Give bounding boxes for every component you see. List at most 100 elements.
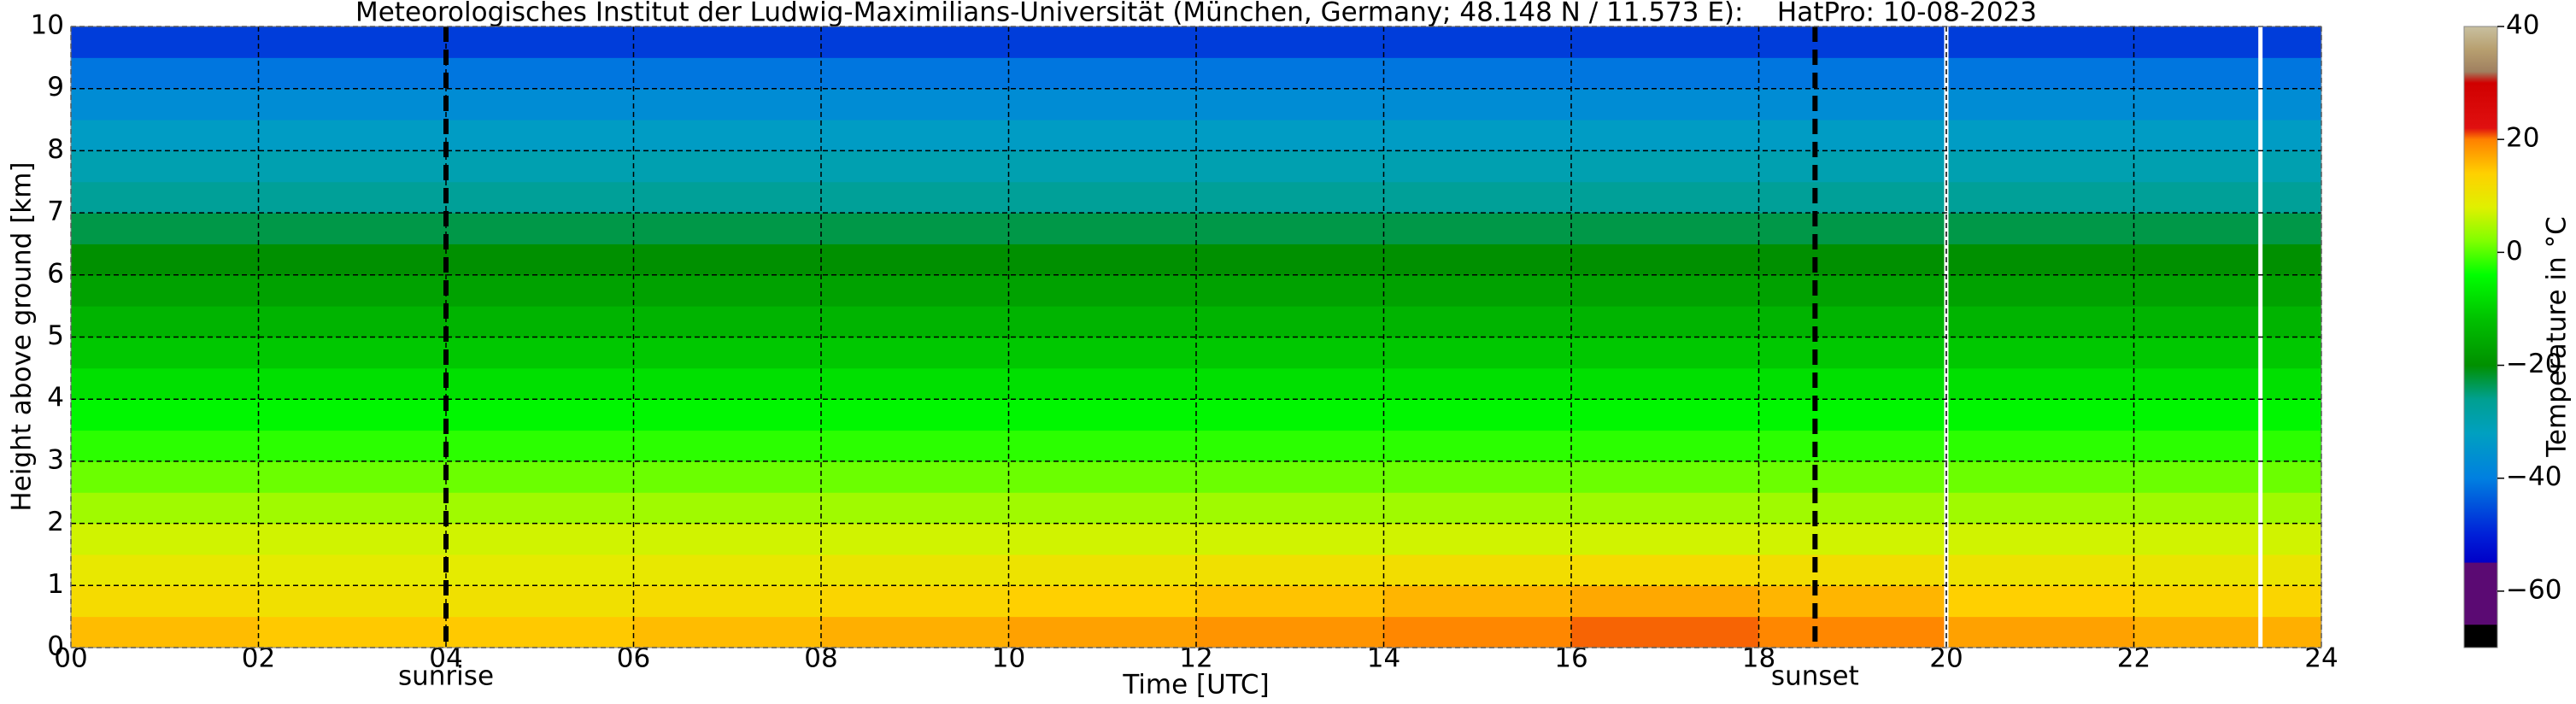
heat-cell bbox=[446, 181, 634, 214]
heat-cell bbox=[446, 523, 634, 555]
heat-cell bbox=[1008, 213, 1197, 244]
heat-cell bbox=[258, 492, 447, 525]
heat-cell bbox=[1008, 306, 1197, 337]
heat-cell bbox=[1008, 430, 1197, 462]
heat-cell bbox=[2133, 88, 2322, 120]
heat-cell bbox=[821, 616, 1009, 648]
heat-cell bbox=[1008, 585, 1197, 618]
heat-cell bbox=[446, 120, 634, 151]
heat-cell bbox=[633, 337, 822, 369]
colorbar-tick-label: 0 bbox=[2506, 236, 2523, 267]
heat-cell bbox=[1196, 150, 1384, 183]
heat-cell bbox=[1571, 306, 1759, 337]
heat-cell bbox=[1196, 523, 1384, 555]
heat-cell bbox=[1008, 461, 1197, 493]
heat-cell bbox=[258, 367, 447, 400]
heat-cell bbox=[1758, 243, 1947, 276]
heat-cell bbox=[71, 367, 259, 400]
heat-cell bbox=[446, 399, 634, 431]
heat-cell bbox=[71, 430, 259, 462]
heat-cell bbox=[1196, 57, 1384, 90]
heat-cell bbox=[1383, 57, 1572, 90]
heat-cell bbox=[1758, 274, 1947, 307]
heat-cell bbox=[1571, 461, 1759, 493]
heat-cell bbox=[2133, 243, 2322, 276]
heat-cell bbox=[1758, 616, 1947, 648]
heat-cell bbox=[1008, 399, 1197, 431]
heat-cell bbox=[1571, 274, 1759, 307]
heat-cell bbox=[71, 181, 259, 214]
heat-cell bbox=[1571, 554, 1759, 586]
heat-cell bbox=[258, 616, 447, 648]
heat-cell bbox=[1008, 367, 1197, 400]
heat-cell bbox=[71, 492, 259, 525]
heat-cell bbox=[446, 26, 634, 58]
heat-cell bbox=[821, 213, 1009, 244]
heat-cell bbox=[1571, 57, 1759, 90]
heat-cell bbox=[1008, 616, 1197, 648]
heat-cell bbox=[2133, 181, 2322, 214]
heat-cell bbox=[2133, 274, 2322, 307]
heat-cell bbox=[1008, 274, 1197, 307]
heat-cell bbox=[1758, 181, 1947, 214]
heat-cell bbox=[1383, 213, 1572, 244]
heat-cell bbox=[2133, 585, 2322, 618]
heat-cell bbox=[1008, 181, 1197, 214]
heat-cell bbox=[258, 213, 447, 244]
heat-cell bbox=[1196, 181, 1384, 214]
heat-cell bbox=[1196, 461, 1384, 493]
heat-cell bbox=[1008, 523, 1197, 555]
heat-cell bbox=[821, 306, 1009, 337]
heat-cell bbox=[1008, 26, 1197, 58]
heat-cell bbox=[2133, 150, 2322, 183]
y-tick-label: 0 bbox=[47, 631, 64, 662]
heat-cell bbox=[258, 430, 447, 462]
heat-cell bbox=[258, 26, 447, 58]
heat-cell bbox=[633, 213, 822, 244]
heat-cell bbox=[821, 88, 1009, 120]
heat-cell bbox=[71, 399, 259, 431]
heat-cell bbox=[1758, 120, 1947, 151]
heat-cell bbox=[1196, 616, 1384, 648]
colorbar-label: Temperature in °C bbox=[2542, 216, 2573, 457]
heat-cell bbox=[821, 150, 1009, 183]
heat-cell bbox=[258, 57, 447, 90]
heat-cell bbox=[1946, 399, 2134, 431]
heat-cell bbox=[633, 150, 822, 183]
heat-cell bbox=[446, 461, 634, 493]
heat-cell bbox=[1383, 554, 1572, 586]
heat-cell bbox=[1196, 337, 1384, 369]
heat-cell bbox=[1571, 150, 1759, 183]
heat-cell bbox=[446, 337, 634, 369]
heat-cell bbox=[71, 150, 259, 183]
heat-cell bbox=[1946, 181, 2134, 214]
heat-cell bbox=[821, 367, 1009, 400]
heat-cell bbox=[633, 367, 822, 400]
heat-cell bbox=[1946, 150, 2134, 183]
y-tick-label: 8 bbox=[47, 134, 64, 165]
heat-cell bbox=[1571, 337, 1759, 369]
heat-cell bbox=[1946, 492, 2134, 525]
heat-cell bbox=[71, 306, 259, 337]
heat-cell bbox=[2133, 120, 2322, 151]
heat-cell bbox=[2133, 616, 2322, 648]
heat-cell bbox=[1758, 213, 1947, 244]
heat-cell bbox=[633, 88, 822, 120]
heat-cell bbox=[1196, 399, 1384, 431]
heat-cell bbox=[1196, 243, 1384, 276]
colorbar-tick-label: −60 bbox=[2506, 574, 2561, 605]
heat-cell bbox=[446, 492, 634, 525]
heat-cell bbox=[633, 430, 822, 462]
heat-cell bbox=[71, 461, 259, 493]
heat-cell bbox=[1383, 337, 1572, 369]
heat-cell bbox=[633, 585, 822, 618]
annotation-label: sunset bbox=[1771, 661, 1859, 692]
y-tick-label: 1 bbox=[47, 569, 64, 600]
y-tick-label: 10 bbox=[31, 10, 64, 41]
y-tick-label: 9 bbox=[47, 72, 64, 103]
heat-cell bbox=[1758, 399, 1947, 431]
heat-cell bbox=[1946, 26, 2134, 58]
heat-cell bbox=[2133, 399, 2322, 431]
heat-cell bbox=[1008, 492, 1197, 525]
heat-cell bbox=[1383, 367, 1572, 400]
